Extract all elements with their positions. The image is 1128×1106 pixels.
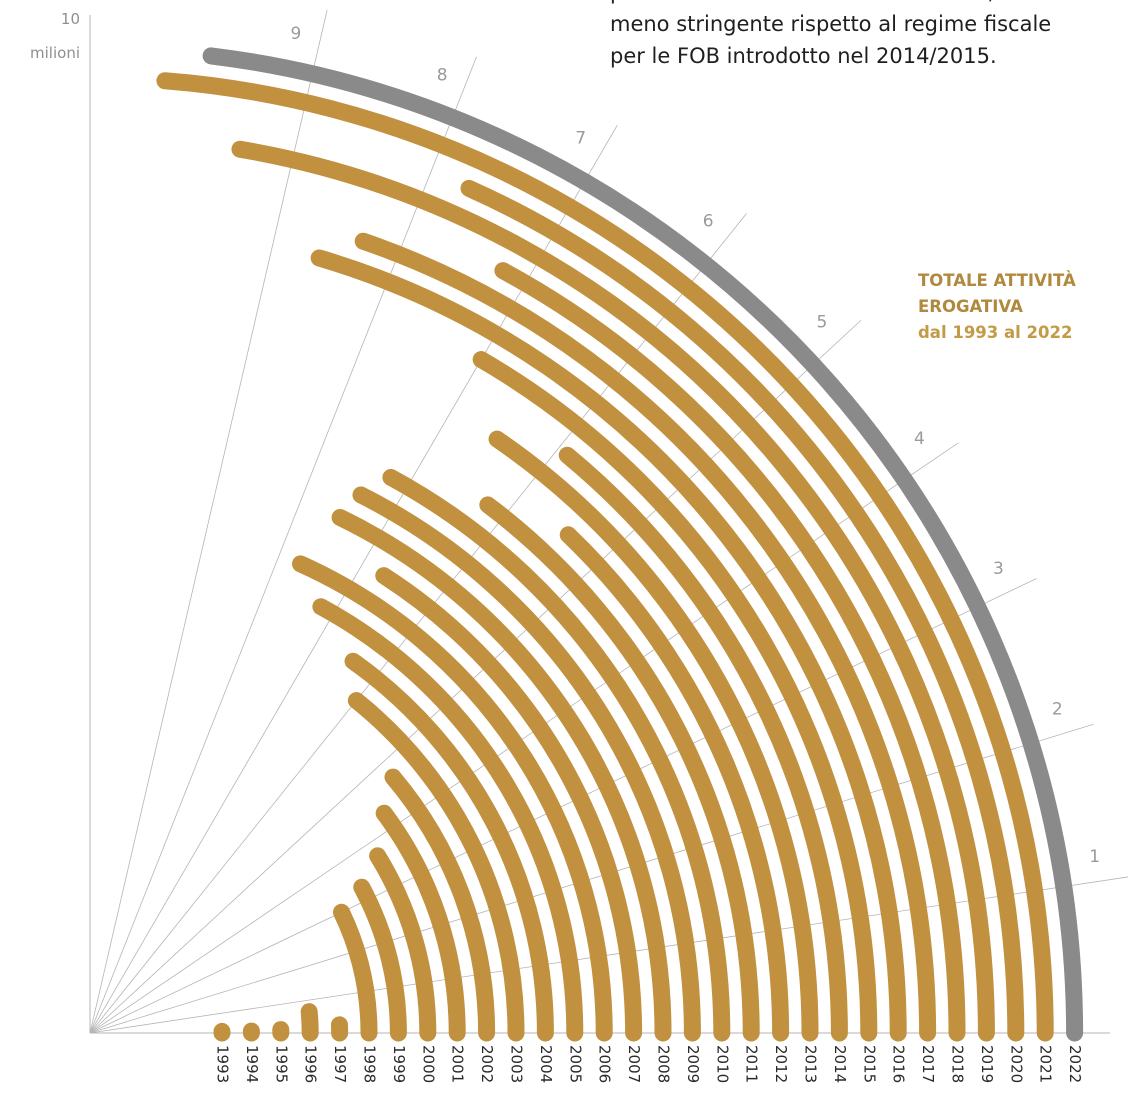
bar-1996 [300,1003,319,1042]
year-labels: 1993 1994 1995 1996 1997 1998 1999 2000 2001 2002… [214,1045,1085,1083]
year-label-2007: 2007 [625,1045,643,1083]
year-label-2015: 2015 [860,1045,878,1083]
year-label-2009: 2009 [684,1045,702,1083]
year-label-2000: 2000 [419,1045,437,1083]
annotation-line: meno stringente rispetto al regime fisca… [610,12,1052,36]
year-label-1995: 1995 [272,1045,290,1083]
radial-tick-label: 7 [575,129,586,149]
year-label-2011: 2011 [743,1045,761,1083]
bar-1998 [333,903,378,1042]
year-label-2004: 2004 [537,1045,555,1083]
year-label-1999: 1999 [390,1045,408,1083]
bar-2022 [202,47,1084,1042]
bar-2002 [384,768,496,1042]
axis-unit-label: milioni [30,44,80,62]
year-label-2003: 2003 [508,1045,526,1083]
year-label-2021: 2021 [1037,1045,1055,1083]
year-label-2018: 2018 [949,1045,967,1083]
year-label-2001: 2001 [449,1045,467,1083]
year-label-2002: 2002 [478,1045,496,1083]
year-label-2005: 2005 [566,1045,584,1083]
bar-2013 [488,430,819,1042]
bar-2012 [559,526,790,1042]
annotation-line: per le FOB introdotto nel 2014/2015. [610,44,997,68]
radial-gridline [89,56,477,1034]
chart-title: TOTALE ATTIVITÀ EROGATIVA dal 1993 al 20… [918,268,1128,346]
bar-2020 [460,179,1025,1042]
chart-title-line: TOTALE ATTIVITÀ [918,271,1076,290]
bar-2017 [354,232,937,1042]
year-label-2016: 2016 [890,1045,908,1083]
chart-subtitle: dal 1993 al 2022 [918,323,1073,342]
year-label-1993: 1993 [214,1045,232,1083]
radial-tick-label: 5 [816,313,827,333]
bar-2009 [352,486,701,1042]
radial-tick-label: 8 [437,66,448,86]
year-label-2012: 2012 [772,1045,790,1083]
bar-2006 [292,555,613,1042]
radial-tick-label: 1 [1089,847,1100,867]
radial-tick-label: 2 [1052,699,1063,719]
bar-2000 [369,847,437,1042]
radial-bars [156,47,1084,1042]
year-label-2010: 2010 [713,1045,731,1083]
year-label-1994: 1994 [243,1045,261,1083]
year-label-2022: 2022 [1066,1045,1084,1083]
radial-tick-label: 4 [914,429,925,449]
bar-2021 [156,72,1054,1042]
annotation-line: previsti dal Codice del Terzo Settore, s… [610,0,1128,8]
bar-2005 [312,598,584,1042]
bar-2011 [479,496,760,1042]
year-label-2017: 2017 [919,1045,937,1083]
radial-tick-label: 3 [993,559,1004,579]
year-label-2019: 2019 [978,1045,996,1083]
year-label-1997: 1997 [331,1045,349,1083]
bar-2008 [331,508,672,1042]
axis-max-label: 10 [60,10,80,28]
year-label-2020: 2020 [1007,1045,1025,1083]
bar-2018 [494,262,966,1042]
year-label-1998: 1998 [361,1045,379,1083]
bar-2019 [231,140,995,1042]
bar-2001 [375,804,466,1042]
bar-2014 [558,446,848,1042]
year-label-2014: 2014 [831,1045,849,1083]
year-label-1996: 1996 [302,1045,320,1083]
chart-title-line: EROGATIVA [918,297,1023,316]
radial-gridline [89,10,328,1034]
bar-1999 [353,878,407,1042]
bar-2007 [375,567,643,1042]
year-label-2006: 2006 [596,1045,614,1083]
year-label-2013: 2013 [802,1045,820,1083]
year-label-2008: 2008 [655,1045,673,1083]
radial-tick-label: 6 [703,212,714,232]
bar-2016 [310,249,907,1042]
radial-tick-label: 9 [291,24,302,44]
annotation-text: previsti dal Codice del Terzo Settore, s… [610,0,1128,72]
bar-2015 [472,351,878,1042]
bar-2010 [382,468,731,1042]
bar-2003 [347,692,525,1042]
bar-2004 [344,652,554,1042]
